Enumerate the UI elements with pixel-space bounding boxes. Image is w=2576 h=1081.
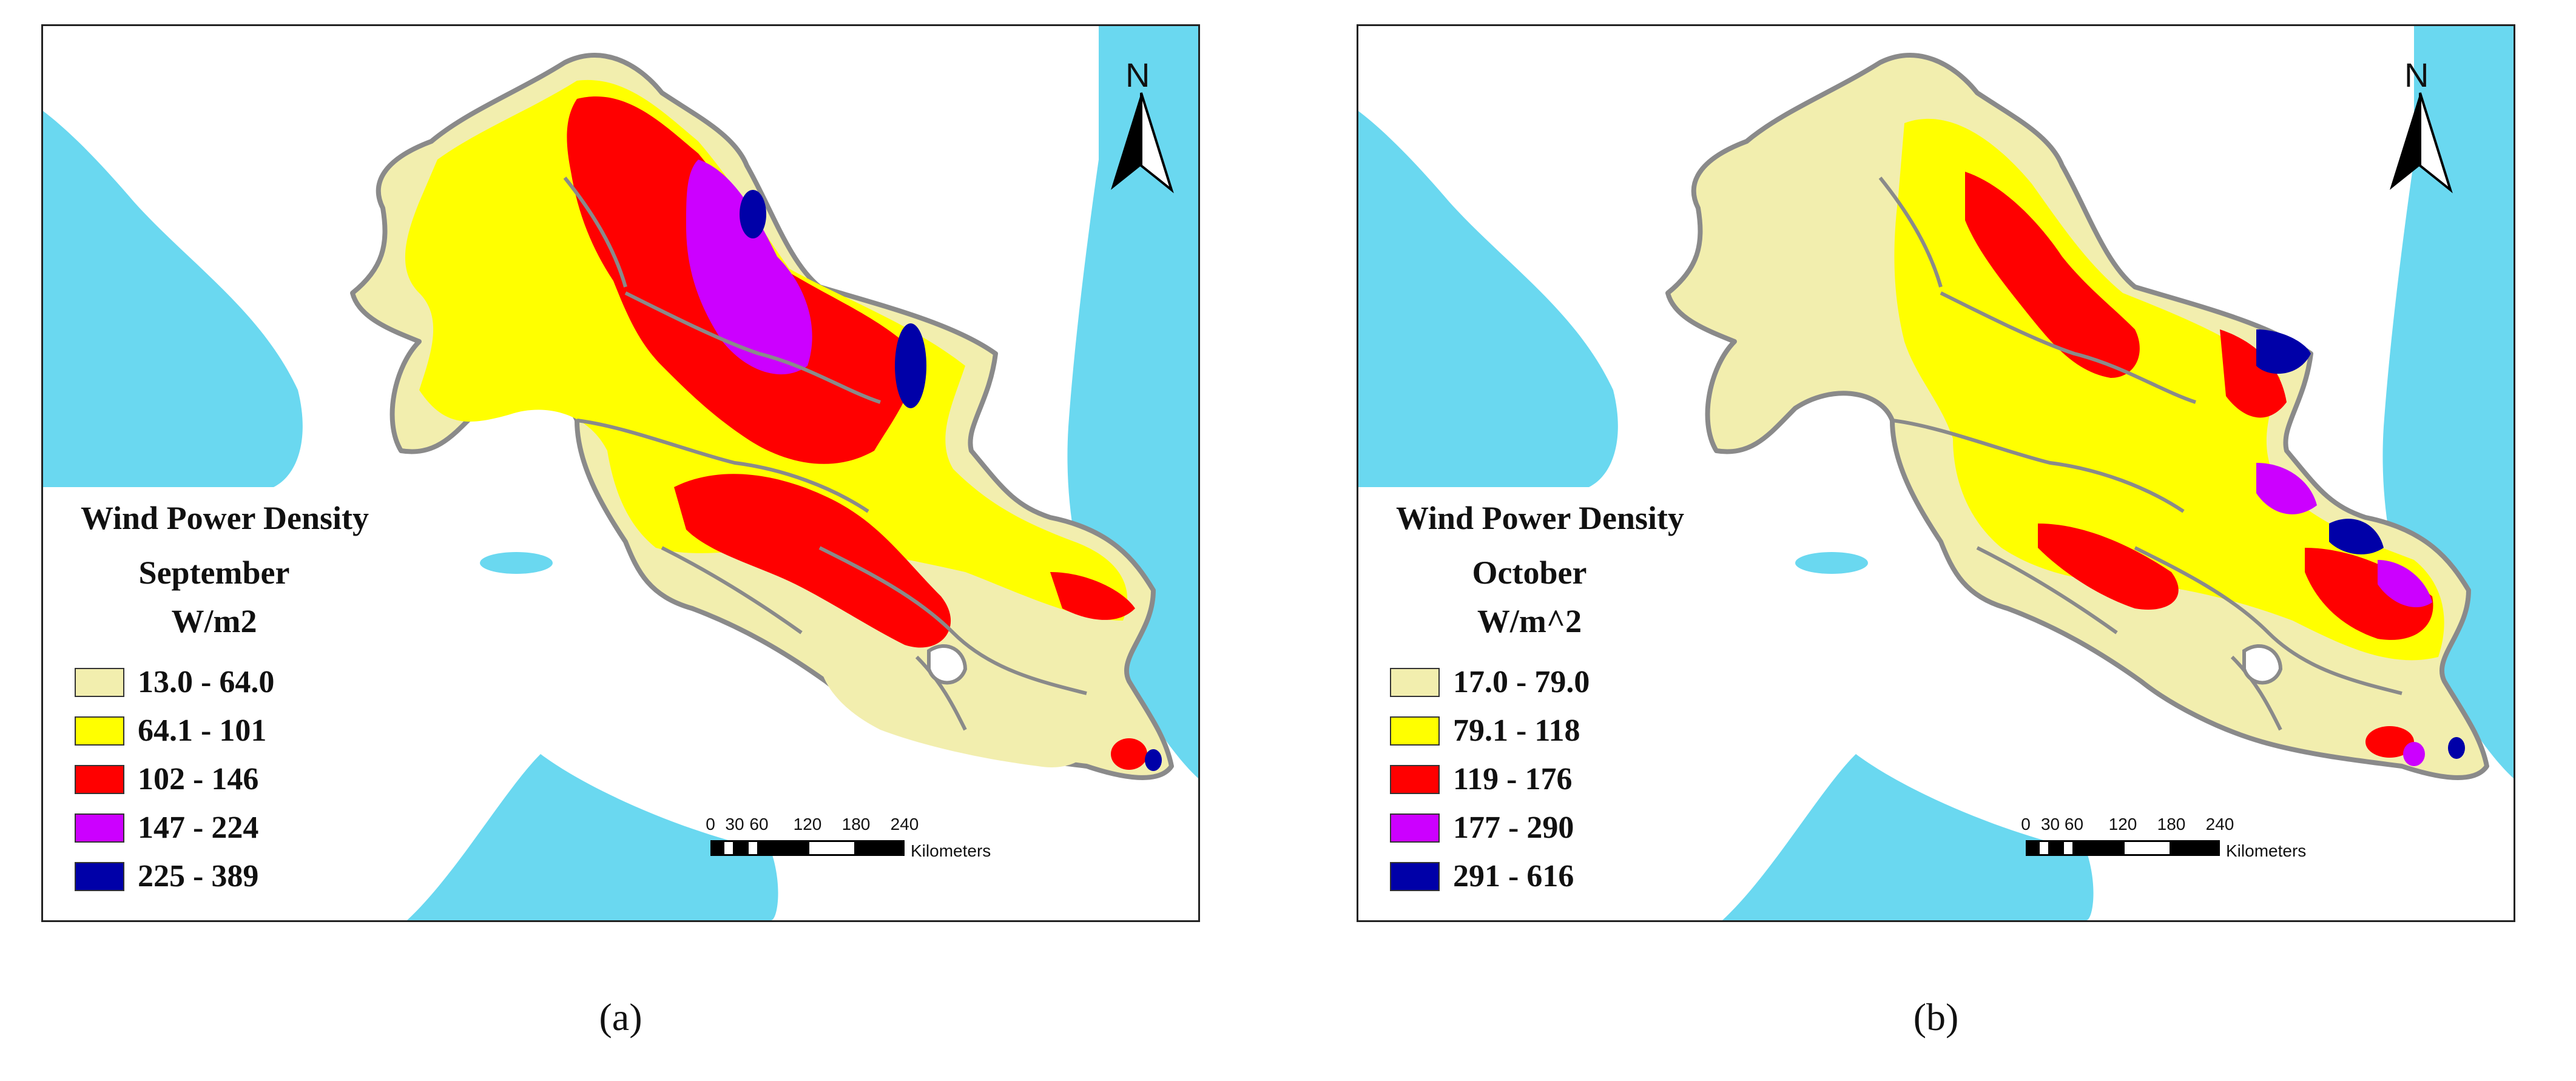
pacific-ocean-west [1358, 111, 1618, 487]
legend-label: 177 - 290 [1453, 810, 1574, 845]
scale-tick-label: 180 [841, 815, 871, 833]
legend-label: 79.1 - 118 [1453, 713, 1580, 748]
region-magenta-southeast [2378, 560, 2432, 608]
scale-tick-label: 60 [749, 815, 769, 833]
legend: Wind Power Density October W/m^2 17.0 - … [1390, 493, 1718, 909]
region-red-central [674, 474, 951, 648]
region-blue-patch-1 [740, 190, 766, 238]
legend-label: 64.1 - 101 [138, 713, 267, 748]
scale-tick-label: 30 [725, 815, 744, 833]
north-arrow: N [1099, 44, 1184, 196]
scale-bar: 0 30 60 120 180 240 Kilometers [706, 815, 1087, 887]
legend-month: October [1472, 554, 1587, 591]
region-pale-west [1727, 167, 1889, 320]
region-blue-southeast [1145, 749, 1162, 771]
north-arrow-icon [1111, 92, 1174, 194]
study-region [1665, 53, 2489, 780]
legend-swatch [75, 716, 124, 746]
caption-b: (b) [1913, 995, 1959, 1039]
state-boundaries [1878, 177, 2402, 731]
legend-label: 17.0 - 79.0 [1453, 665, 1590, 699]
scale-tick-label: 240 [2205, 815, 2234, 833]
scale-tick-label: 240 [890, 815, 919, 833]
lake [1795, 552, 1868, 574]
pacific-ocean-south [1722, 754, 2094, 920]
legend-unit: W/m^2 [1477, 603, 1582, 639]
north-label: N [1125, 56, 1150, 94]
legend-title: Wind Power Density [1396, 500, 1685, 536]
lake-inside-region [927, 644, 968, 685]
scale-tick-label: 180 [2157, 815, 2186, 833]
region-red-south [2365, 726, 2414, 758]
legend-swatch [75, 668, 124, 697]
region-blue-southeast [2329, 519, 2384, 554]
region-red-east [2220, 329, 2287, 418]
lake [480, 552, 553, 574]
legend-label: 291 - 616 [1453, 859, 1574, 894]
legend-swatch [1390, 668, 1440, 697]
legend-swatch [75, 765, 124, 794]
legend-label: 147 - 224 [138, 810, 259, 845]
scale-tick-label: 120 [793, 815, 822, 833]
lake-inside-region [2242, 644, 2283, 685]
region-red-north [1965, 172, 2140, 378]
scale-unit: Kilometers [911, 841, 991, 860]
region-blue-south [2448, 737, 2465, 759]
legend-swatch [75, 862, 124, 891]
scale-tick-label: 0 [706, 815, 715, 833]
legend-swatch [75, 813, 124, 843]
legend-unit: W/m2 [171, 603, 257, 639]
map-panel-b: Wind Power Density October W/m^2 17.0 - … [1357, 24, 2515, 922]
scale-tick-label: 120 [2108, 815, 2137, 833]
pacific-ocean-west [43, 111, 303, 487]
north-label: N [2404, 56, 2429, 94]
legend: Wind Power Density September W/m2 13.0 -… [75, 493, 402, 909]
region-magenta-south [2403, 742, 2425, 766]
region-blue-east [2256, 329, 2311, 374]
caption-a: (a) [599, 995, 642, 1039]
legend-label: 119 - 176 [1453, 762, 1573, 796]
north-arrow: N [2378, 44, 2463, 196]
legend-month: September [138, 554, 290, 591]
legend-title: Wind Power Density [81, 500, 369, 536]
region-magenta-north [686, 160, 812, 375]
wind-density-map-september [43, 26, 1198, 920]
scale-tick-label: 30 60 [2040, 815, 2084, 833]
scale-bar: 0 30 60 120 180 240 Kilometers [2021, 815, 2402, 887]
legend-swatch [1390, 765, 1440, 794]
state-boundaries [563, 177, 1087, 731]
legend-swatch [1390, 716, 1440, 746]
legend-label: 225 - 389 [138, 859, 259, 894]
region-red-southeast [2305, 548, 2433, 640]
pacific-ocean-south [407, 754, 778, 920]
legend-swatch [1390, 862, 1440, 891]
legend-swatch [1390, 813, 1440, 843]
region-magenta-east [2256, 463, 2317, 514]
region-red-central [2038, 524, 2179, 610]
region-red-southeast [1111, 738, 1147, 770]
legend-label: 102 - 146 [138, 762, 259, 796]
region-red-east [1050, 572, 1135, 620]
region-blue-patch-2 [895, 323, 926, 408]
map-panel-a: Wind Power Density September W/m2 13.0 -… [41, 24, 1200, 922]
study-region [350, 53, 1174, 780]
scale-tick-label: 0 [2021, 815, 2031, 833]
scale-unit: Kilometers [2226, 841, 2307, 860]
legend-label: 13.0 - 64.0 [138, 665, 275, 699]
north-arrow-icon [2390, 92, 2453, 194]
region-pale-south [818, 641, 1090, 767]
wind-density-map-october [1358, 26, 2514, 920]
